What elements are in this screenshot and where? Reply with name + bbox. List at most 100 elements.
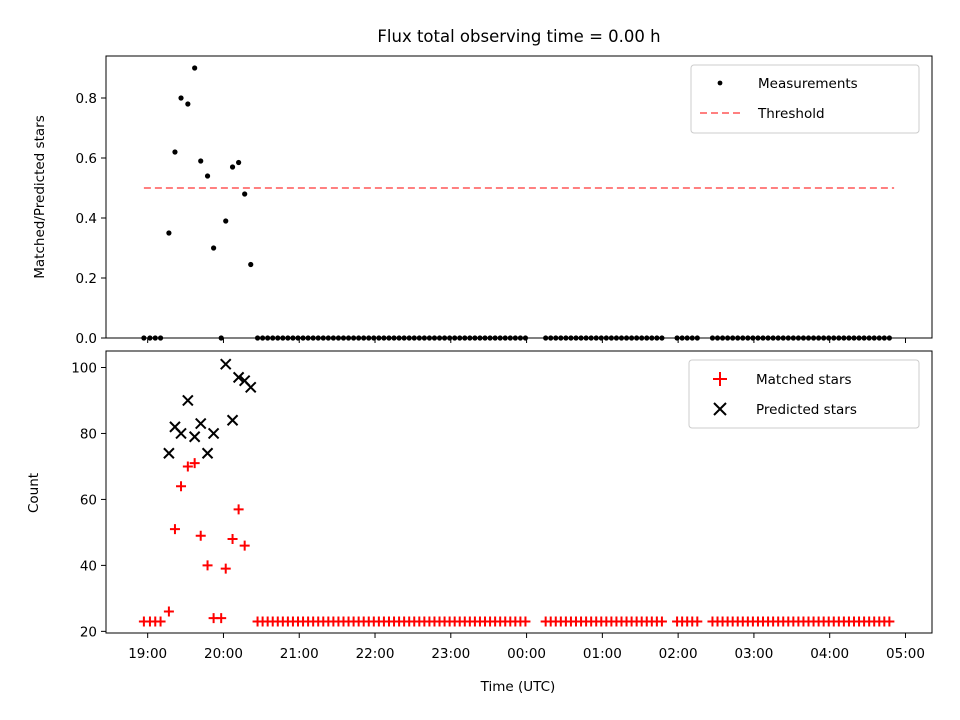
time-xtick-label: 22:00 — [356, 646, 395, 662]
measurement-point — [401, 335, 407, 341]
measurement-point — [623, 335, 630, 341]
measurement-point — [573, 335, 579, 341]
matched-stars-series — [138, 458, 895, 627]
measurement-point — [192, 65, 198, 71]
legend-measurements-label: Measurements — [758, 76, 858, 92]
measurement-point — [578, 335, 584, 341]
time-xtick-label: 04:00 — [810, 646, 849, 662]
measurement-point — [391, 335, 397, 341]
measurement-point — [218, 335, 224, 341]
measurement-point — [280, 335, 286, 341]
measurement-point — [467, 335, 473, 341]
count-y-axis: 20 40 60 80 100 — [71, 360, 106, 640]
measurement-point — [229, 164, 236, 170]
measurement-point — [211, 245, 217, 251]
count-ytick-label: 100 — [71, 360, 97, 376]
predicted-star-point — [182, 394, 194, 407]
measurement-point — [436, 335, 443, 341]
measurement-point — [785, 335, 791, 341]
matched-star-point — [155, 616, 166, 627]
measurement-point — [416, 335, 422, 341]
measurement-point — [310, 335, 316, 341]
measurement-point — [166, 230, 172, 236]
measurement-point — [694, 335, 700, 341]
time-xtick-label: 20:00 — [204, 646, 243, 662]
measurement-point — [568, 335, 574, 341]
measurement-point — [512, 335, 518, 341]
measurement-point — [603, 335, 609, 341]
measurement-point — [522, 335, 529, 341]
predicted-star-point — [163, 447, 175, 459]
measurement-point — [300, 335, 306, 341]
matched-star-point — [202, 560, 213, 571]
measurement-point — [563, 335, 569, 341]
measurement-point — [780, 335, 786, 341]
measurement-point — [886, 335, 892, 341]
measurement-point — [821, 335, 827, 341]
ratio-ytick-label: 0.6 — [76, 151, 97, 167]
measurement-point — [876, 335, 882, 341]
measurement-point — [588, 335, 594, 341]
measurement-point — [836, 335, 842, 341]
measurement-point — [659, 335, 665, 341]
measurement-point — [639, 335, 645, 341]
ratio-ytick-label: 0.2 — [76, 271, 97, 287]
measurement-point — [223, 218, 229, 224]
matched-star-point — [189, 458, 200, 469]
measurement-point — [320, 335, 326, 341]
measurement-point — [305, 335, 311, 341]
matched-star-point — [884, 616, 895, 627]
measurement-point — [831, 335, 837, 341]
measurement-point — [750, 335, 756, 341]
measurement-point — [800, 335, 807, 341]
predicted-star-point — [195, 417, 207, 430]
measurement-point — [157, 335, 164, 341]
measurement-point — [881, 335, 887, 341]
measurement-point — [178, 95, 184, 101]
measurement-point — [350, 335, 357, 341]
measurement-point — [725, 335, 731, 341]
measurement-point — [654, 335, 660, 341]
measurement-point — [315, 335, 321, 341]
matched-star-point — [169, 524, 180, 535]
measurement-point — [856, 335, 862, 341]
matched-star-point — [239, 540, 250, 551]
measurement-point — [285, 335, 291, 341]
matched-star-point — [216, 613, 227, 624]
measurement-point — [649, 335, 655, 341]
matched-star-point — [233, 504, 244, 515]
ratio-legend: Measurements Threshold — [690, 64, 920, 134]
measurement-point — [795, 335, 801, 341]
predicted-star-point — [201, 447, 214, 459]
count-ytick-label: 60 — [80, 492, 97, 508]
measurement-point — [406, 335, 412, 341]
matched-star-point — [163, 606, 174, 617]
measurement-point — [593, 335, 599, 341]
measurement-point — [628, 335, 635, 341]
measurement-point — [236, 159, 242, 166]
ratio-ytick-label: 0.4 — [76, 211, 97, 227]
measurement-point — [426, 335, 433, 341]
measurement-point — [608, 335, 614, 341]
measurement-point — [265, 335, 271, 341]
measurement-point — [745, 335, 751, 341]
measurement-point — [816, 335, 822, 341]
measurement-point — [270, 335, 276, 341]
time-xtick-label: 03:00 — [734, 646, 773, 662]
measurement-point — [684, 335, 690, 341]
measurement-point — [452, 335, 458, 341]
measurement-point — [740, 335, 746, 341]
time-xtick-label: 23:00 — [431, 646, 470, 662]
measurement-point — [260, 335, 266, 341]
ratio-ytick-label: 0.8 — [76, 91, 97, 107]
measurement-point — [790, 335, 796, 341]
time-xtick-label: 02:00 — [659, 646, 698, 662]
chart-title: Flux total observing time = 0.00 h — [377, 27, 660, 46]
measurement-point — [543, 335, 549, 341]
measurement-point — [396, 335, 402, 341]
measurement-point — [457, 335, 463, 341]
measurement-point — [735, 335, 741, 341]
matched-star-point — [692, 616, 703, 627]
measurement-point — [618, 335, 625, 341]
legend-matched-label: Matched stars — [756, 372, 852, 388]
